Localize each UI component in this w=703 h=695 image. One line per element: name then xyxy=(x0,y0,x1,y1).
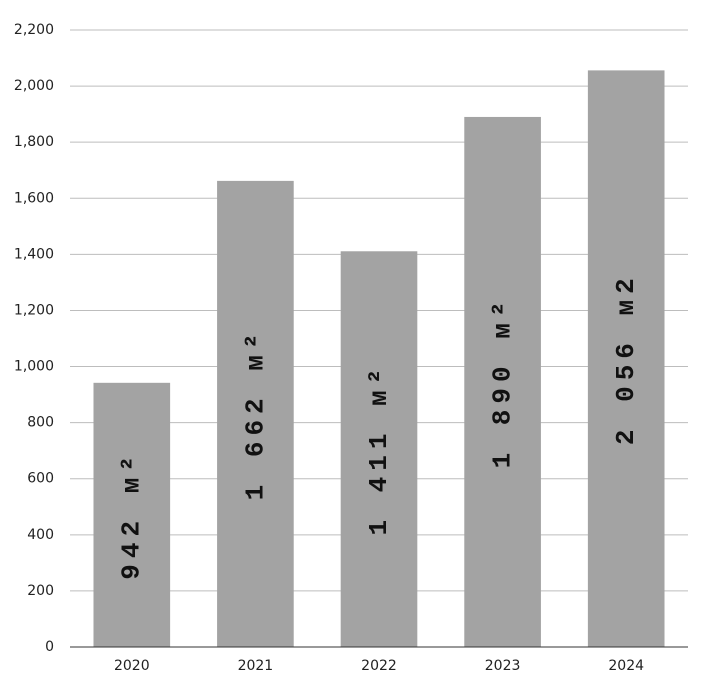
y-tick-label: 1,800 xyxy=(14,134,54,150)
bar xyxy=(93,382,171,647)
y-tick-label: 2,200 xyxy=(14,22,54,38)
x-tick-label: 2022 xyxy=(361,658,397,674)
y-tick-label: 600 xyxy=(27,471,54,487)
y-tick-label: 2,000 xyxy=(14,78,54,94)
y-tick-label: 1,400 xyxy=(14,246,54,262)
value-label: 1 411 м² xyxy=(364,363,394,536)
y-tick-label: 800 xyxy=(27,415,54,431)
x-tick-label: 2021 xyxy=(238,658,274,674)
value-label: 1 890 м² xyxy=(487,296,517,469)
y-tick-label: 1,000 xyxy=(14,359,54,375)
x-tick-label: 2020 xyxy=(114,658,150,674)
bar xyxy=(464,116,541,647)
bar xyxy=(340,251,418,648)
x-tick-label: 2023 xyxy=(485,658,521,674)
value-label: 2 056 м2 xyxy=(611,272,641,445)
y-tick-label: 400 xyxy=(27,527,54,543)
bar xyxy=(217,180,294,647)
value-label: 1 662 м² xyxy=(240,328,270,501)
y-tick-label: 1,600 xyxy=(14,190,54,206)
y-tick-label: 200 xyxy=(27,583,54,599)
y-tick-label: 0 xyxy=(45,639,54,655)
x-tick-label: 2024 xyxy=(608,658,644,674)
value-label: 942 м² xyxy=(117,450,147,580)
y-tick-label: 1,200 xyxy=(14,302,54,318)
bar xyxy=(587,70,665,648)
